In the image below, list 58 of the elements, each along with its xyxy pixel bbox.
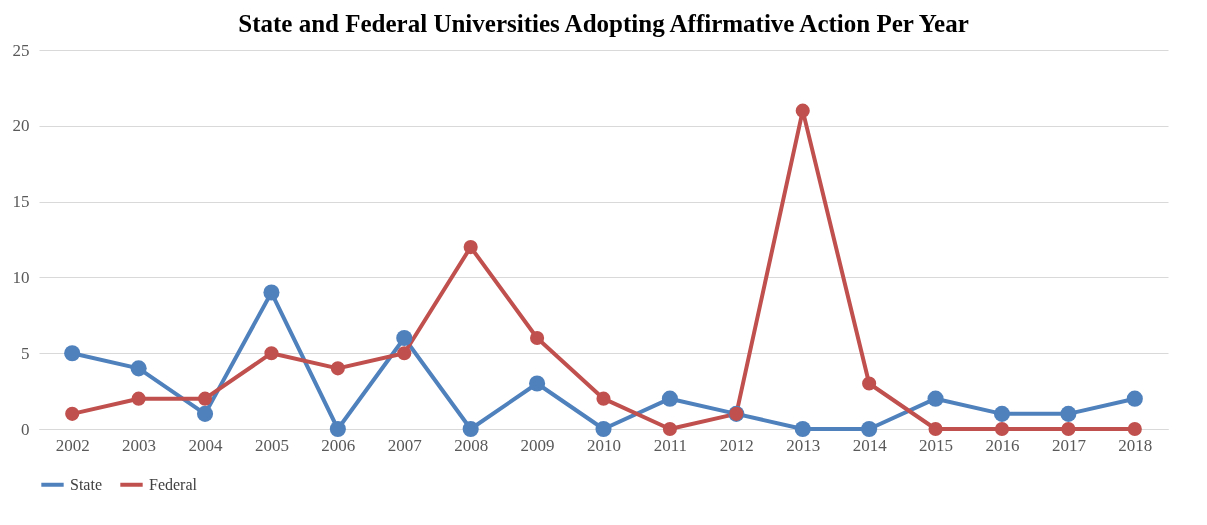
point [993, 405, 1011, 422]
point [462, 420, 479, 438]
x-tick-label: 2002 [55, 435, 90, 455]
chart-title: State and Federal Universities Adopting Affirmative Action Per Year [238, 10, 969, 37]
point [994, 421, 1010, 437]
point [196, 405, 214, 422]
x-tick-label: 2013 [786, 435, 821, 455]
legend-label: State [70, 475, 102, 493]
point [197, 391, 213, 406]
point [927, 390, 944, 407]
point [1127, 421, 1142, 437]
y-tick-label: 5 [21, 343, 30, 363]
x-tick-label: 2005 [254, 435, 289, 455]
point [1060, 405, 1077, 422]
point [397, 346, 412, 361]
point [330, 361, 345, 376]
x-tick-label: 2016 [985, 435, 1020, 455]
y-tick-label: 0 [21, 419, 30, 439]
legend-label: Federal [149, 475, 198, 493]
point [794, 420, 811, 438]
x-tick-label: 2011 [653, 435, 688, 455]
y-tick-label: 15 [12, 192, 30, 212]
point [596, 391, 611, 406]
point [662, 421, 677, 437]
x-tick-label: 2004 [188, 435, 224, 455]
point [64, 345, 81, 362]
point [661, 390, 678, 407]
point [130, 360, 147, 377]
x-tick-label: 2008 [454, 435, 489, 455]
point [1061, 421, 1076, 437]
x-tick-label: 2003 [122, 435, 157, 455]
point [862, 376, 877, 391]
point [861, 420, 878, 438]
x-tick-label: 2012 [719, 435, 754, 455]
x-tick-label: 2009 [520, 435, 555, 455]
point [329, 420, 346, 438]
point [928, 421, 943, 437]
x-tick-label: 2014 [852, 435, 888, 455]
point [463, 240, 478, 255]
point [263, 284, 280, 301]
x-tick-label: 2015 [919, 435, 954, 455]
point [264, 346, 279, 361]
point [131, 391, 146, 406]
y-tick-label: 25 [12, 40, 30, 60]
y-tick-label: 20 [12, 116, 30, 136]
x-tick-label: 2007 [387, 435, 423, 455]
point [65, 406, 80, 421]
point [795, 103, 810, 118]
x-tick-label: 2006 [321, 435, 356, 455]
y-tick-label: 10 [12, 267, 30, 287]
point [1126, 390, 1143, 407]
x-tick-label: 2018 [1118, 435, 1153, 455]
x-tick-label: 2010 [587, 435, 621, 455]
point [529, 375, 546, 392]
point [396, 329, 413, 347]
x-tick-label: 2017 [1051, 435, 1087, 455]
point [530, 330, 545, 346]
point [595, 420, 612, 438]
